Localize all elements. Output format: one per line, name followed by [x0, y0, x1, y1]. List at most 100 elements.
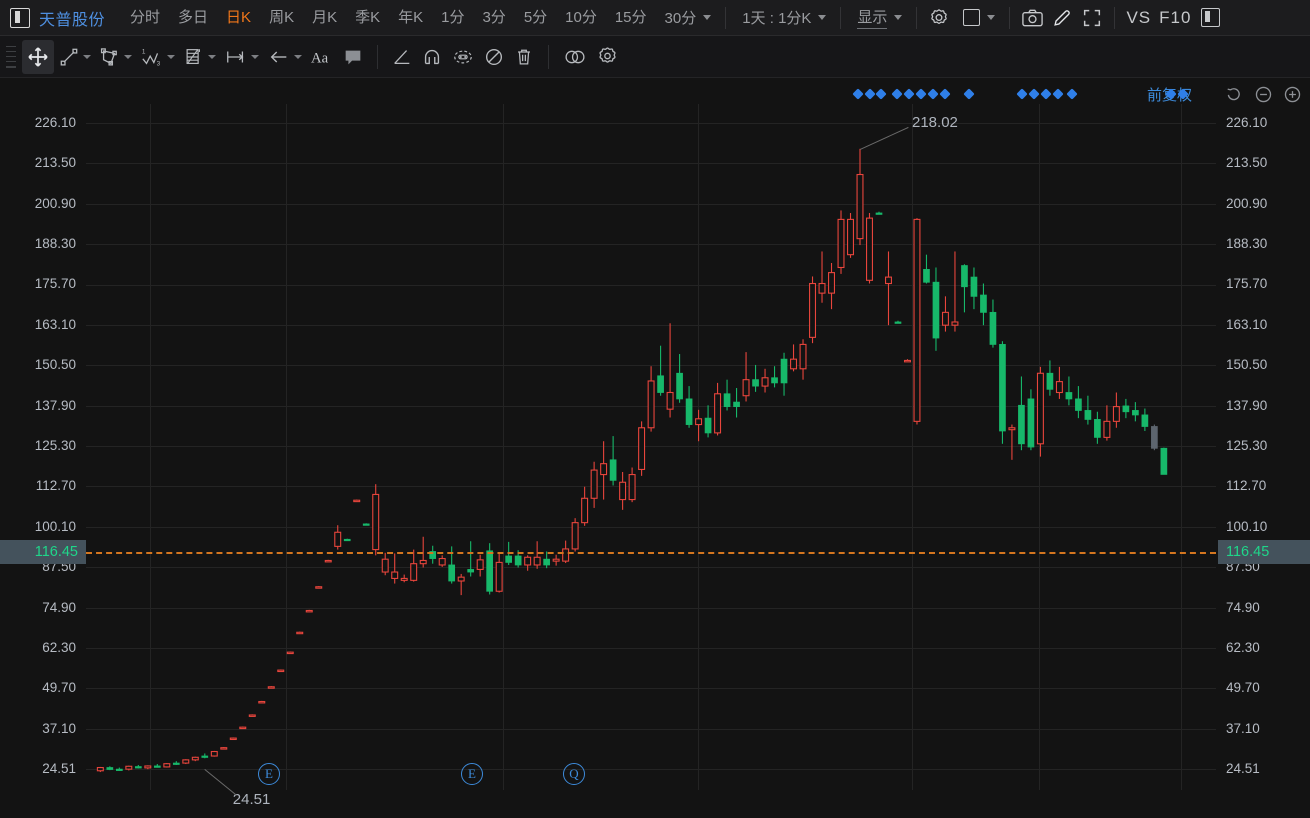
signal-diamond-marker[interactable]: [891, 88, 903, 100]
candle: [172, 762, 180, 765]
candle: [125, 765, 133, 770]
reset-zoom-icon[interactable]: [1224, 84, 1244, 104]
f10-button[interactable]: F10: [1159, 7, 1192, 27]
y-axis-right[interactable]: 226.10 213.50 200.90 188.30 175.70 163.10 150.…: [1218, 104, 1302, 816]
candle: [666, 391, 674, 410]
grid-line-h: [86, 607, 1216, 609]
timeframe-9[interactable]: 5分: [523, 8, 548, 26]
wave-label-tool[interactable]: 1 3: [136, 40, 179, 74]
y-axis-tick: 150.50: [1226, 357, 1268, 373]
symbol-title[interactable]: 天普股份: [39, 11, 106, 29]
measure-range-tool[interactable]: [220, 40, 263, 74]
candle: [524, 556, 532, 566]
candle: [191, 756, 199, 761]
signal-diamond-marker[interactable]: [1028, 88, 1040, 100]
panel-icon[interactable]: [10, 7, 30, 28]
magnet-tool[interactable]: [417, 40, 447, 74]
candle: [505, 555, 513, 563]
candle: [676, 372, 683, 400]
panel-toggle-icon[interactable]: [1195, 4, 1225, 32]
timeframe-2[interactable]: 日K: [226, 8, 252, 26]
candle: [818, 282, 826, 294]
hide-drawings-tool[interactable]: [479, 40, 509, 74]
candle: [884, 276, 892, 285]
camera-icon[interactable]: [1017, 4, 1047, 32]
candle: [229, 737, 237, 741]
candle: [476, 559, 484, 571]
timeframe-6[interactable]: 年K: [398, 8, 424, 26]
signal-diamond-marker[interactable]: [875, 88, 887, 100]
multi-period-dropdown[interactable]: 1天 : 1分K: [733, 5, 833, 30]
signal-diamond-marker[interactable]: [1040, 88, 1052, 100]
timeframe-1[interactable]: 多日: [178, 8, 209, 26]
grid-line-h: [86, 446, 1216, 447]
signal-diamond-marker[interactable]: [903, 88, 915, 100]
signal-diamond-marker[interactable]: [1016, 88, 1028, 100]
signal-diamond-marker[interactable]: [927, 88, 939, 100]
chart-area[interactable]: 前复权 218.02 24.5: [0, 78, 1310, 818]
display-menu[interactable]: 显示: [848, 4, 909, 31]
timeframe-7[interactable]: 1分: [441, 8, 465, 26]
drawing-settings-tool[interactable]: [592, 40, 623, 74]
chevron-down-icon: [251, 54, 259, 59]
zoom-out-icon[interactable]: [1253, 84, 1273, 104]
layout-dropdown[interactable]: [954, 7, 1002, 28]
candle: [277, 669, 285, 673]
signal-diamond-marker[interactable]: [915, 88, 927, 100]
signal-diamond-marker[interactable]: [1052, 88, 1064, 100]
signal-diamond-marker[interactable]: [939, 88, 951, 100]
candle: [828, 272, 836, 294]
trendline-tool[interactable]: [54, 40, 95, 74]
timeframe-0[interactable]: 分时: [130, 8, 161, 26]
angle-tool[interactable]: [387, 40, 417, 74]
timeframe-8[interactable]: 3分: [482, 8, 506, 26]
lock-drawings-tool[interactable]: [447, 40, 479, 74]
y-axis-tick: 74.90: [42, 599, 76, 615]
price-plot[interactable]: 218.02 24.51: [86, 88, 1216, 816]
candle: [400, 577, 408, 581]
vs-button[interactable]: VS: [1126, 7, 1152, 27]
candle: [695, 418, 703, 426]
crosshair-move-tool[interactable]: [22, 39, 54, 74]
timeframe-4[interactable]: 月K: [312, 8, 338, 26]
timeframe-10[interactable]: 10分: [565, 8, 597, 26]
zoom-in-icon[interactable]: [1282, 84, 1302, 104]
drawing-toolbar: 1 3 Aa: [0, 36, 1310, 100]
pencil-icon[interactable]: [1047, 4, 1077, 32]
y-axis-tick: 150.50: [34, 357, 76, 373]
grid-line-h: [86, 324, 1216, 326]
settings-gear-icon[interactable]: [924, 4, 954, 32]
chevron-down-icon: [208, 54, 216, 59]
fullscreen-icon[interactable]: [1077, 4, 1107, 32]
candle: [362, 523, 370, 526]
candle: [780, 358, 788, 384]
text-tool[interactable]: Aa: [306, 40, 338, 74]
timeframe-11[interactable]: 15分: [614, 8, 647, 26]
grid-line-h: [86, 648, 1216, 649]
signal-diamond-marker[interactable]: [963, 88, 975, 100]
arrow-tool[interactable]: [263, 40, 306, 74]
y-axis-tick: 137.90: [1226, 397, 1268, 413]
fibonacci-tool[interactable]: [179, 40, 220, 74]
delete-drawings-tool[interactable]: [509, 40, 539, 74]
event-marker-e[interactable]: E: [258, 763, 280, 785]
timeframe-3[interactable]: 周K: [269, 8, 295, 26]
candle: [334, 531, 342, 547]
minute-dropdown[interactable]: 30分: [656, 5, 719, 30]
toolbar-grip[interactable]: [6, 45, 16, 68]
candle: [809, 282, 817, 338]
candle: [685, 398, 693, 425]
signal-diamond-marker[interactable]: [852, 88, 864, 100]
comment-tool[interactable]: [338, 40, 368, 74]
candle: [533, 556, 541, 566]
y-axis-left[interactable]: 226.10 213.50 200.90 188.30 175.70 163.10 150.…: [0, 104, 84, 816]
compare-overlay-tool[interactable]: [558, 40, 592, 74]
candle: [742, 379, 750, 397]
signal-diamond-marker[interactable]: [864, 88, 876, 100]
polygon-shape-tool[interactable]: [95, 40, 136, 74]
timeframe-5[interactable]: 季K: [355, 8, 381, 26]
signal-diamond-marker[interactable]: [1066, 88, 1078, 100]
event-marker-e[interactable]: E: [461, 763, 483, 785]
event-marker-q[interactable]: Q: [563, 763, 585, 785]
layout-icon: [963, 9, 981, 26]
